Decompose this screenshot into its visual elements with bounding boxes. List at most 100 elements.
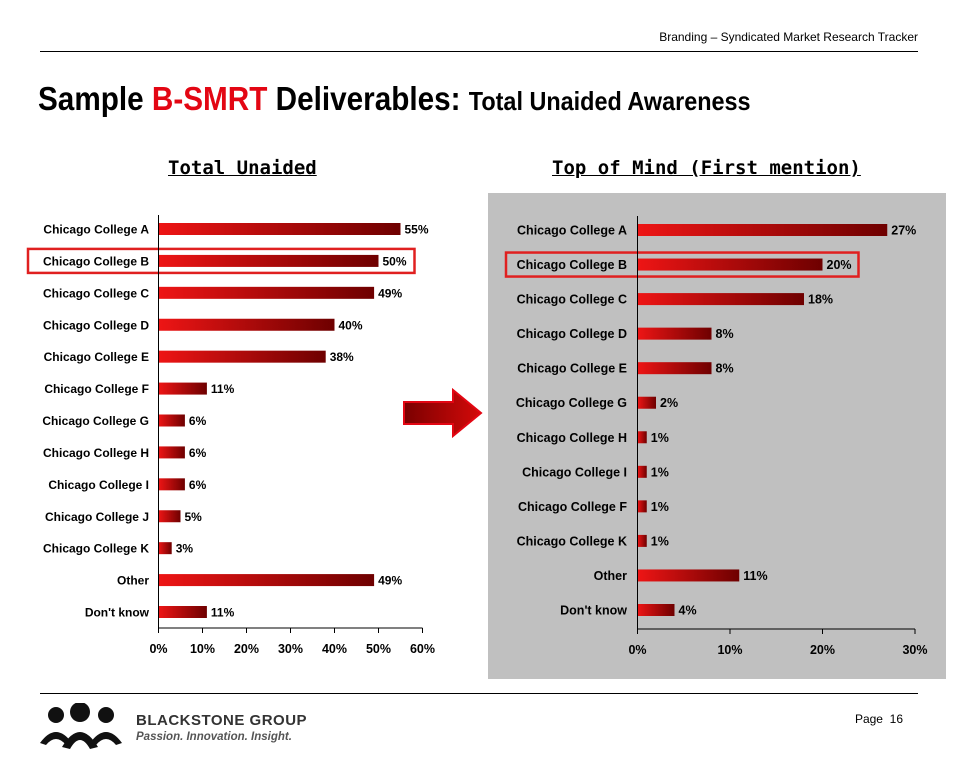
- data-label: 6%: [189, 414, 207, 428]
- data-label: 11%: [211, 606, 235, 620]
- data-label: 8%: [716, 327, 734, 341]
- brand-name: BLACKSTONE GROUP: [136, 712, 308, 729]
- bar: [158, 223, 401, 235]
- data-label: 1%: [651, 534, 669, 548]
- category-label: Don't know: [85, 606, 150, 620]
- bar: [158, 446, 185, 459]
- bar: [158, 574, 375, 587]
- bar: [637, 362, 712, 375]
- bar: [637, 604, 675, 616]
- header-divider: [40, 51, 918, 52]
- data-label: 8%: [716, 362, 734, 376]
- title-part1: Sample: [38, 80, 152, 117]
- title-subject: Total Unaided Awareness: [468, 86, 751, 116]
- footer-divider: [40, 693, 918, 694]
- data-label: 1%: [651, 431, 669, 445]
- right-arrow-icon: [403, 388, 483, 438]
- category-label: Chicago College I: [48, 478, 149, 492]
- bar: [637, 396, 656, 409]
- bar: [637, 258, 823, 271]
- category-label: Chicago College H: [43, 446, 149, 460]
- category-label: Chicago College K: [43, 542, 149, 556]
- category-label: Other: [117, 574, 149, 588]
- x-tick-label: 10%: [717, 643, 742, 657]
- category-label: Chicago College E: [44, 350, 149, 364]
- data-label: 50%: [383, 254, 407, 268]
- data-label: 2%: [660, 396, 678, 410]
- data-label: 6%: [189, 446, 207, 460]
- category-label: Chicago College A: [43, 223, 149, 237]
- top-of-mind-panel: [488, 193, 946, 679]
- x-tick-label: 40%: [322, 642, 347, 656]
- category-label: Chicago College A: [517, 224, 627, 238]
- bar: [158, 542, 172, 555]
- data-label: 5%: [185, 510, 203, 524]
- data-label: 11%: [211, 382, 235, 396]
- bar: [637, 327, 712, 340]
- category-label: Chicago College D: [517, 327, 627, 341]
- data-label: 3%: [176, 542, 194, 556]
- bar: [158, 510, 181, 523]
- category-label: Chicago College B: [517, 258, 627, 272]
- category-label: Chicago College F: [44, 382, 149, 396]
- title-brand: B-SMRT: [151, 80, 268, 117]
- category-label: Chicago College K: [517, 534, 627, 548]
- bar: [158, 286, 375, 299]
- bar: [158, 318, 335, 331]
- bar: [158, 254, 379, 267]
- x-tick-label: 30%: [278, 642, 303, 656]
- data-label: 4%: [679, 604, 697, 618]
- highlight-box: [504, 251, 860, 278]
- category-label: Chicago College E: [517, 362, 627, 376]
- data-label: 18%: [808, 293, 833, 307]
- data-label: 6%: [189, 478, 207, 492]
- category-label: Chicago College I: [522, 465, 627, 479]
- x-tick-label: 50%: [366, 642, 391, 656]
- category-label: Chicago College B: [43, 254, 149, 268]
- chart-title-top-of-mind: Top of Mind (First mention): [552, 157, 861, 179]
- bar: [637, 465, 647, 478]
- category-label: Chicago College F: [518, 500, 627, 514]
- bar: [637, 569, 740, 582]
- data-label: 55%: [405, 223, 429, 237]
- brand-tagline: Passion. Innovation. Insight.: [136, 731, 292, 743]
- bar: [158, 478, 185, 491]
- category-label: Don't know: [560, 604, 627, 618]
- title-part3: Deliverables:: [267, 80, 469, 117]
- bar: [637, 500, 647, 513]
- x-tick-label: 30%: [902, 643, 927, 657]
- data-label: 38%: [330, 350, 354, 364]
- highlight-box: [26, 247, 416, 275]
- data-label: 40%: [339, 318, 363, 332]
- data-label: 1%: [651, 465, 669, 479]
- slide-title: Sample B-SMRT Deliverables: Total Unaide…: [38, 80, 751, 118]
- category-label: Chicago College C: [517, 293, 627, 307]
- category-label: Chicago College C: [43, 286, 149, 300]
- bar: [637, 224, 888, 236]
- chart-title-total-unaided: Total Unaided: [168, 157, 317, 179]
- page-number: Page 16: [854, 712, 903, 726]
- x-tick-label: 0%: [149, 642, 167, 656]
- x-tick-label: 60%: [410, 642, 435, 656]
- bar: [637, 534, 647, 547]
- category-label: Chicago College G: [42, 414, 149, 428]
- x-tick-label: 20%: [234, 642, 259, 656]
- category-label: Other: [594, 569, 627, 583]
- data-label: 27%: [891, 224, 916, 238]
- category-label: Chicago College D: [43, 318, 149, 332]
- data-label: 11%: [743, 569, 767, 583]
- category-label: Chicago College G: [516, 396, 627, 410]
- bar: [158, 414, 185, 427]
- data-label: 49%: [378, 574, 402, 588]
- bar: [158, 350, 326, 363]
- x-tick-label: 20%: [810, 643, 835, 657]
- blackstone-logo-icon: [40, 703, 122, 749]
- tracker-header: Branding – Syndicated Market Research Tr…: [659, 30, 918, 44]
- category-label: Chicago College J: [45, 510, 149, 524]
- category-label: Chicago College H: [517, 431, 627, 445]
- bar: [637, 293, 804, 306]
- bar: [158, 382, 207, 395]
- data-label: 20%: [827, 258, 852, 272]
- data-label: 1%: [651, 500, 669, 514]
